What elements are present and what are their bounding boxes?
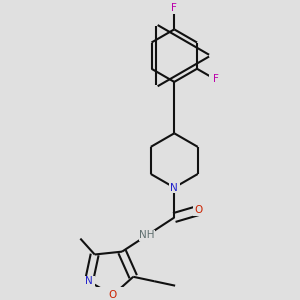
Bar [209, 74, 222, 85]
Text: F: F [171, 3, 177, 13]
Text: N: N [170, 183, 178, 193]
Text: N: N [85, 276, 93, 286]
Bar [83, 276, 95, 287]
Text: O: O [109, 290, 117, 300]
Bar [107, 290, 118, 300]
Bar [193, 205, 204, 216]
Text: NH: NH [140, 230, 155, 240]
Bar [169, 182, 180, 193]
Bar [139, 230, 155, 241]
Text: F: F [213, 74, 218, 85]
Bar [168, 2, 181, 14]
Text: O: O [194, 206, 203, 215]
